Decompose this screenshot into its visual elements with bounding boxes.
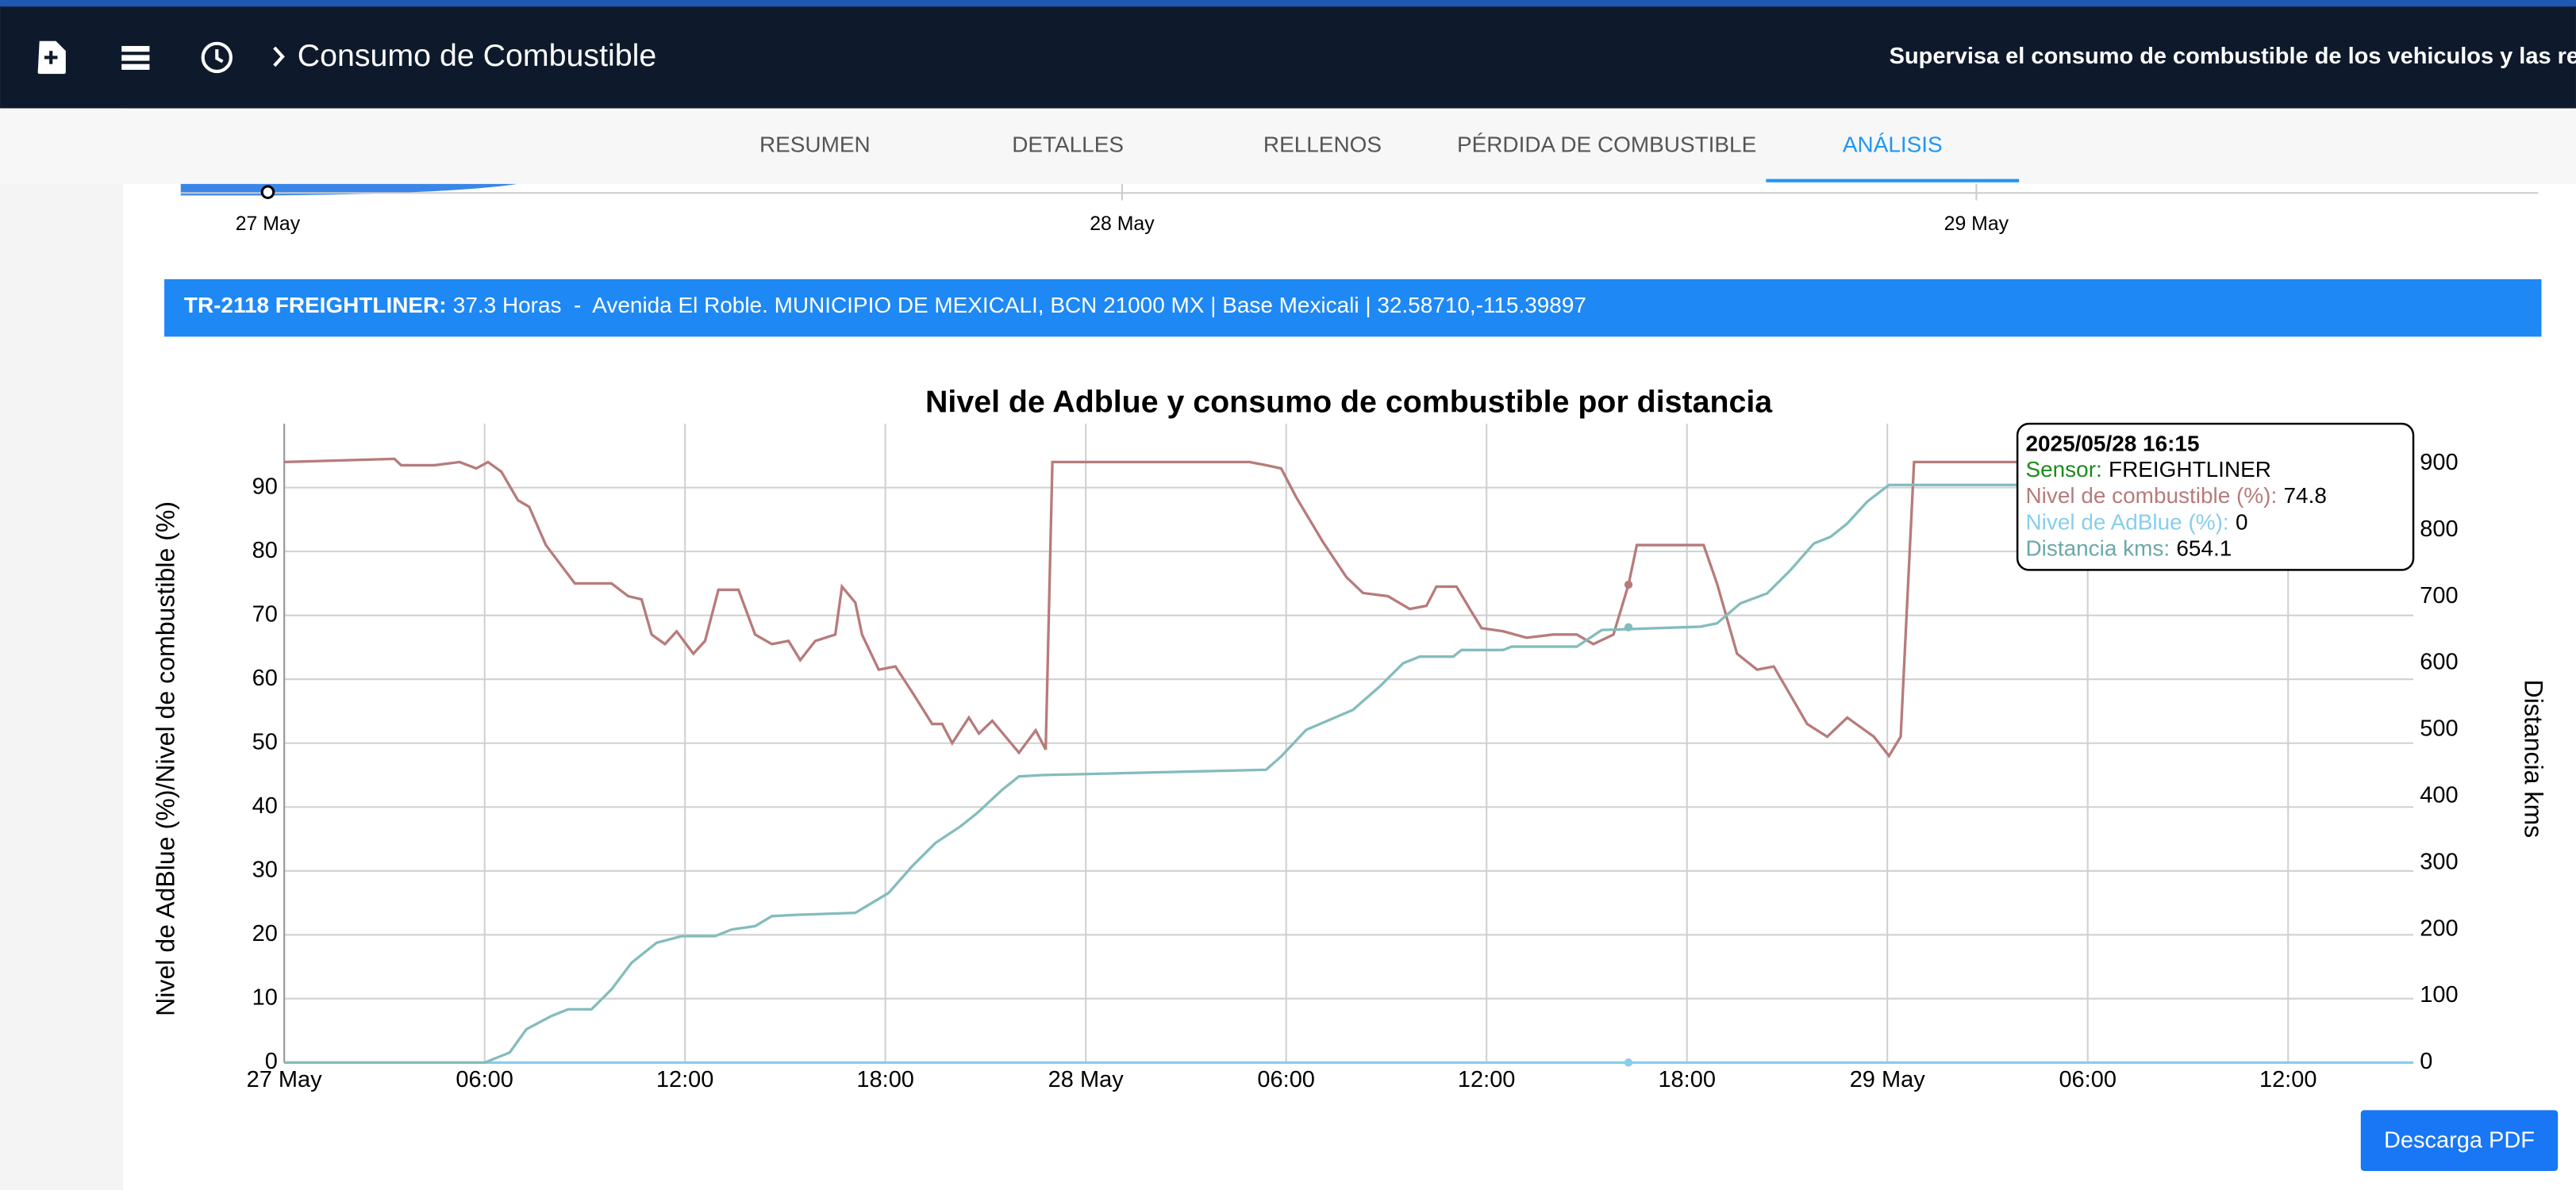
y2-tick-label: 100 [2420,982,2458,1008]
y2-tick-label: 700 [2420,583,2458,608]
y-tick-label: 90 [252,474,278,499]
timeline-label: 28 May [1090,213,1155,235]
hover-dot [1624,623,1633,631]
tooltip-box [2016,422,2415,571]
hover-dot [1624,1058,1633,1067]
series-line [284,457,2021,758]
y-tick-label: 60 [252,666,278,691]
download-button[interactable] [2360,1110,2559,1171]
y2-tick-label: 800 [2420,516,2458,542]
y-axis-label: Nivel de AdBlue (%)/Nivel de combustible… [152,501,180,1016]
series-line [284,483,2021,1065]
tooltip-value: 654.1 [2176,536,2232,561]
y-tick-label: 80 [252,538,278,563]
banner [164,278,2542,337]
tooltip: 2025/05/28 16:15 Sensor: FREIGHTLINER Niv… [2016,422,2415,571]
hover-dot [1624,580,1633,589]
download-button-label[interactable]: Descarga PDF [2384,1127,2535,1153]
x-tick-label: 06:00 [456,1067,513,1092]
tooltip-row: Sensor: FREIGHTLINER [2025,457,2270,482]
chart-title: Nivel de Adblue y consumo de combustible… [925,385,1773,420]
tab[interactable]: DETALLES [1012,132,1124,157]
y-tick-label: 40 [252,793,278,819]
x-tick-label: 29 May [1850,1067,1926,1092]
y-tick-label: 20 [252,921,278,946]
chevron [273,46,285,67]
y2-tick-label: 300 [2420,849,2458,874]
top-stripe [0,0,2576,7]
y-tick-label: 0 [265,1049,278,1074]
y-tick-label: 70 [252,601,278,627]
new-doc-icon[interactable] [37,40,66,75]
tab-active[interactable]: ANÁLISIS [1843,132,1943,157]
x-tick-label: 12:00 [1458,1067,1516,1092]
page-subtitle: Supervisa el consumo de combustible de l… [1890,44,2576,69]
x-tick-label: 28 May [1048,1067,1125,1092]
tooltip-row: Nivel de combustible (%): 74.8 [2025,484,2326,509]
banner-label: TR-2118 FREIGHTLINER: [184,293,447,317]
y2-tick-label: 900 [2420,450,2458,475]
x-tick-label: 06:00 [2059,1067,2117,1092]
x-tick-label: 27 May [247,1067,323,1092]
tooltip-title: 2025/05/28 16:15 [2025,431,2199,455]
y2-tick-label: 500 [2420,716,2458,742]
tooltip-label: Distancia kms: [2025,536,2170,561]
y2-tick-label: 200 [2420,916,2458,941]
navbar [0,0,2576,109]
timeline-handle[interactable] [260,185,275,200]
x-tick-label: 12:00 [2259,1067,2317,1092]
list-icon[interactable] [121,45,150,70]
y-tick-label: 30 [252,857,278,882]
tab[interactable]: RESUMEN [759,132,871,157]
banner-text: TR-2118 FREIGHTLINER: 37.3 Horas - Avenid… [184,293,1586,317]
y2-tick-label: 0 [2420,1049,2432,1074]
x-tick-label: 18:00 [1658,1067,1716,1092]
tab[interactable]: RELLENOS [1263,132,1382,157]
tooltip-row: Nivel de AdBlue (%): 0 [2025,510,2247,535]
timeline-label: 27 May [236,213,301,235]
tab-indicator [1766,178,2020,182]
plot: 0102030405060708090010020030040050060070… [247,424,2459,1092]
y-tick-label: 50 [252,729,278,754]
history-icon[interactable] [201,41,233,74]
y2-tick-label: 600 [2420,650,2458,675]
tooltip-value: FREIGHTLINER [2109,457,2271,482]
timeline-label: 29 May [1944,213,2009,235]
y2-axis-label: Distancia kms [2520,680,2548,839]
tooltip-value: 74.8 [2284,484,2327,509]
tab-bar [0,108,2576,184]
x-tick-label: 06:00 [1257,1067,1315,1092]
page-title: Consumo de Combustible [298,38,657,73]
y-tick-label: 10 [252,985,278,1010]
tooltip-label: Sensor: [2025,457,2101,482]
tab[interactable]: PÉRDIDA DE COMBUSTIBLE [1457,132,1756,157]
tooltip-label: Nivel de AdBlue (%): [2025,510,2228,535]
x-tick-label: 18:00 [856,1067,914,1092]
timeline-card [148,183,2560,260]
tooltip-row: Distancia kms: 654.1 [2025,536,2232,561]
banner-info: 37.3 Horas - Avenida El Roble. MUNICIPIO… [453,293,1586,317]
tooltip-label: Nivel de combustible (%): [2025,484,2277,509]
sidebar [0,108,124,1190]
tooltip-value: 0 [2236,510,2248,535]
y2-tick-label: 400 [2420,782,2458,808]
x-tick-label: 12:00 [656,1067,714,1092]
